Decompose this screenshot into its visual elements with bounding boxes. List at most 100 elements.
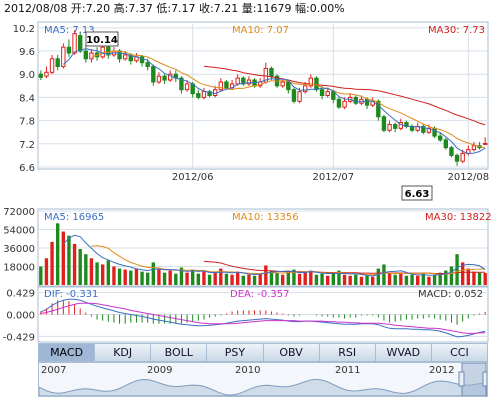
volume-bar [112,266,116,285]
volume-bar [404,275,409,285]
overview-year-label: 2012 [429,365,454,376]
volume-ma10-label: MA10: 13356 [232,212,299,223]
candle [443,138,448,150]
price-x-axis: 2012/06 2012/07 2012/08 [172,172,489,183]
volume-bar [72,243,77,285]
candle [291,87,297,104]
volume-bar [236,271,240,285]
volume-bar [185,272,189,285]
tab-cci[interactable]: CCI [450,346,469,359]
macd-value-label: MACD: 0.052 [418,289,483,300]
ma30-line [203,65,486,126]
volume-bar [61,231,65,285]
volume-bar [461,262,465,285]
volume-bar [320,273,324,285]
ma5-line [62,48,486,155]
candle-body [280,81,285,87]
volume-bar [376,268,380,285]
macd-y-tick: 0.000 [6,311,35,322]
candle-body [179,77,184,91]
volume-bar [359,276,364,285]
candle-body [381,116,387,131]
volume-bar [466,268,470,285]
volume-bar [50,241,54,285]
overview-area [39,378,487,396]
candle [331,89,336,104]
overview-navigator[interactable]: 2007 2009 2010 2011 2012 [38,362,488,397]
price-ma-lines [62,48,486,155]
volume-bar [84,254,88,285]
candle [72,30,77,55]
volume-bar [371,276,375,285]
quote-header: 2012/08/08 开:7.20 高:7.37 低:7.17 收:7.21 量… [0,0,491,20]
tab-psy[interactable]: PSY [207,344,264,361]
candle-body [44,71,49,77]
candle [381,114,387,133]
candle-body [432,127,437,137]
tab-kdj[interactable]: KDJ [95,344,152,361]
tab-macd[interactable]: MACD [39,344,96,361]
overview-year-label: 2011 [335,365,360,376]
volume-bar [230,274,234,285]
volume-bar [207,274,212,285]
candle [61,43,66,69]
candle-body [325,91,330,96]
candle-body [78,35,83,52]
volume-bar [432,274,437,285]
volume-bar [399,273,403,285]
min-marker-box [401,185,433,201]
candle-body [241,77,246,85]
max-marker-text: 10.14 [86,35,118,46]
volume-bar [410,274,414,285]
tab-boll[interactable]: BOLL [151,344,208,361]
change-value: 0.00% [309,2,345,15]
stock-chart[interactable]: 10.29.69.08.47.87.26.6 2012/06 2012/07 201… [0,0,491,343]
candle-body [331,91,336,100]
candle [387,120,392,133]
candle [49,54,55,75]
volume-bar [314,274,319,285]
candle-body [123,54,128,60]
volume-bar [101,264,105,285]
volume-bar [191,269,195,285]
volume-label: 量: [241,2,257,15]
volume-bar [269,270,274,285]
price-x-tick: 2012/06 [172,172,214,183]
candle-body [224,81,229,89]
price-x-tick: 2012/08 [448,172,490,183]
macd-grid [38,292,488,337]
volume-bar [123,269,127,285]
volume-bar [444,270,448,285]
volume-bar [174,273,178,285]
volume-bar [258,273,262,285]
high-label: 高: [113,2,129,15]
tab-rsi[interactable]: RSI [320,344,376,361]
overview-graph: 2007 2009 2010 2011 2012 [39,363,487,396]
candle [286,80,291,94]
candle-body [376,100,381,118]
volume-bar [354,274,358,285]
candle [454,153,460,166]
volume-bar [387,272,392,285]
tab-wvad[interactable]: WVAD [376,344,432,361]
volume-bar [292,269,296,285]
volume-bar [168,270,172,285]
volume-bar [286,271,290,285]
price-ma30-label: MA30: 7.73 [428,25,485,36]
volume-ma10-line [91,245,486,276]
volume-y-tick: 18000 [3,263,35,274]
volume-bar [78,249,82,285]
volume-bar [331,272,335,285]
tab-obv[interactable]: OBV [264,344,320,361]
volume-bar [162,272,167,285]
dif-line [40,298,486,338]
macd-lines [40,298,486,338]
candle-body [61,46,66,68]
volume-bar [303,272,307,285]
candle-body [89,52,94,60]
volume-bar [129,270,133,285]
candle [218,78,223,92]
volume-bar [477,272,482,285]
candle-body [291,89,297,102]
candle [483,137,488,145]
